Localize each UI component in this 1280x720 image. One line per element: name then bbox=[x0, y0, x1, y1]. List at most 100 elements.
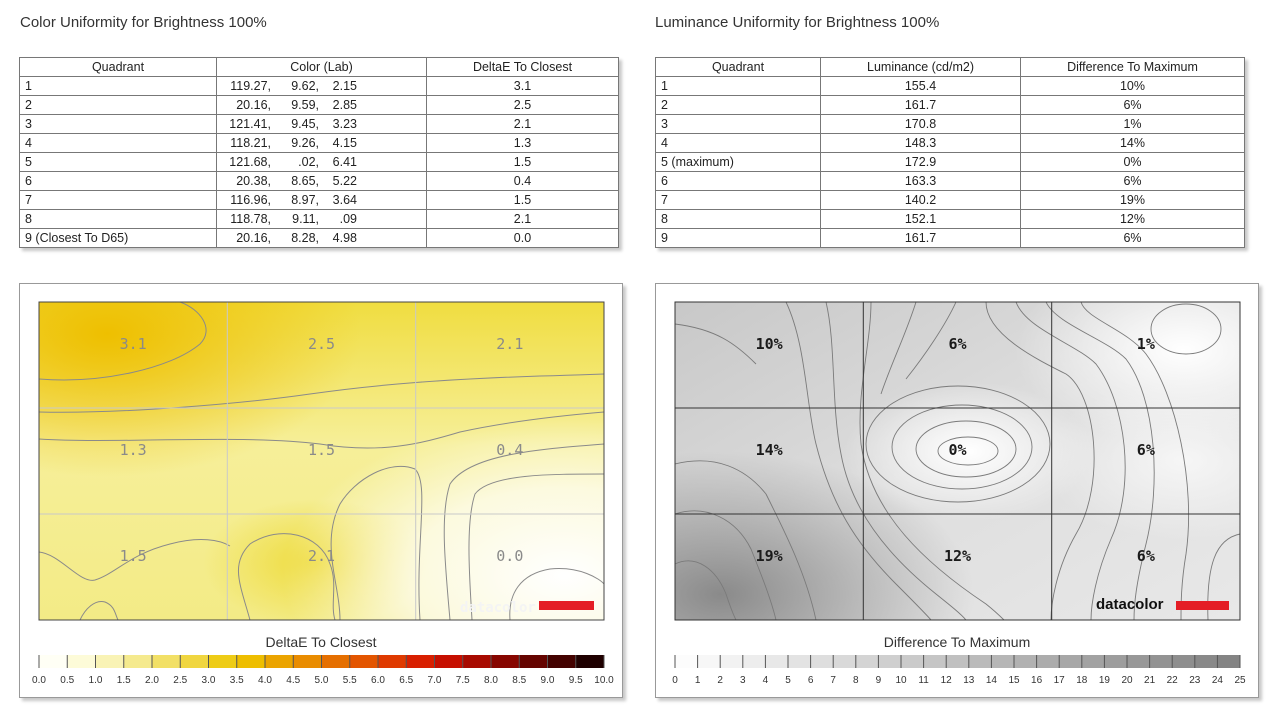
scale-swatch bbox=[675, 655, 699, 668]
luminance-cell: 170.8 bbox=[820, 114, 1021, 134]
quadrant-cell: 8 bbox=[19, 209, 217, 229]
lab-component: 5.22 bbox=[332, 174, 357, 188]
difference-cell: 0% bbox=[1020, 152, 1245, 172]
contour-line bbox=[443, 443, 604, 620]
table-row: 2 161.7 6% bbox=[655, 95, 1245, 115]
scale-tick-label: 1.0 bbox=[89, 675, 103, 686]
scale-swatch bbox=[1036, 655, 1060, 668]
scale-swatch bbox=[1194, 655, 1218, 668]
table-row: 8 118.78, 9.11, .09 2.1 bbox=[19, 209, 619, 229]
quadrant-cell: 3 bbox=[19, 114, 217, 134]
cell-value-label: 2.1 bbox=[308, 547, 335, 565]
quadrant-cell: 1 bbox=[19, 76, 217, 96]
contour-line bbox=[825, 302, 967, 620]
scale-tick-label: 7 bbox=[830, 675, 836, 686]
quadrant-cell: 4 bbox=[19, 133, 217, 153]
lab-component: 3.23 bbox=[332, 117, 357, 131]
scale-swatch bbox=[1149, 655, 1173, 668]
scale-swatch bbox=[923, 655, 947, 668]
table-header-row: Quadrant Color (Lab) DeltaE To Closest bbox=[19, 57, 619, 77]
luminance-cell: 161.7 bbox=[820, 228, 1021, 248]
luminance-plot-border bbox=[674, 301, 1241, 621]
scale-tick-label: 23 bbox=[1189, 675, 1201, 686]
quadrant-cell: 7 bbox=[655, 190, 821, 210]
deltae-scale-title: DeltaE To Closest bbox=[265, 634, 376, 650]
quadrant-cell: 2 bbox=[655, 95, 821, 115]
luminance-uniformity-title: Luminance Uniformity for Brightness 100% bbox=[655, 14, 940, 31]
deltae-heatmap-panel: 3.1 2.5 2.1 1.3 1.5 0.4 1.5 2.1 0.0 datacolor De… bbox=[19, 283, 623, 698]
table-header-row: Quadrant Luminance (cd/m2) Difference To… bbox=[655, 57, 1245, 77]
luminance-bright-region bbox=[675, 302, 1240, 620]
column-header-deltae: DeltaE To Closest bbox=[426, 57, 619, 77]
scale-swatch bbox=[878, 655, 902, 668]
scale-swatch bbox=[123, 655, 153, 668]
luminance-scale-title: Difference To Maximum bbox=[884, 634, 1031, 650]
scale-swatch bbox=[810, 655, 834, 668]
scale-swatch bbox=[434, 655, 464, 668]
lab-component: .02, bbox=[298, 155, 319, 169]
quadrant-cell: 7 bbox=[19, 190, 217, 210]
luminance-grey-scale: 0 1 2 3 4 5 6 7 8 9 10 11 12 13 14 15 16 17 18 19 20 21 22 23 24… bbox=[672, 655, 1246, 686]
cell-value-label: 6% bbox=[948, 335, 966, 353]
table-row: 1 155.4 10% bbox=[655, 76, 1245, 96]
table-row: 4 118.21, 9.26, 4.15 1.3 bbox=[19, 133, 619, 153]
scale-tick-label: 0.0 bbox=[32, 675, 46, 686]
lab-component: 20.38, bbox=[236, 174, 271, 188]
deltae-plot-border bbox=[38, 301, 605, 621]
difference-cell: 6% bbox=[1020, 228, 1245, 248]
luminance-grid bbox=[675, 302, 1240, 620]
deltae-cell: 2.1 bbox=[426, 114, 619, 134]
column-header-color-lab: Color (Lab) bbox=[216, 57, 427, 77]
lab-component: 8.65, bbox=[291, 174, 319, 188]
scale-swatch bbox=[406, 655, 435, 668]
lab-component: 9.59, bbox=[291, 98, 319, 112]
scale-tick-label: 4 bbox=[763, 675, 769, 686]
table-row: 7 140.2 19% bbox=[655, 190, 1245, 210]
scale-tick-label: 2.5 bbox=[173, 675, 187, 686]
contour-line bbox=[785, 302, 932, 620]
column-header-difference: Difference To Maximum bbox=[1020, 57, 1245, 77]
scale-tick-label: 9 bbox=[876, 675, 882, 686]
scale-swatch bbox=[1081, 655, 1105, 668]
scale-swatch bbox=[180, 655, 209, 668]
cell-value-label: 12% bbox=[944, 547, 971, 565]
scale-tick-label: 12 bbox=[941, 675, 953, 686]
scale-tick-label: 4.0 bbox=[258, 675, 272, 686]
scale-tick-label: 4.5 bbox=[286, 675, 300, 686]
scale-tick-label: 21 bbox=[1144, 675, 1156, 686]
lab-component: 20.16, bbox=[236, 231, 271, 245]
luminance-cell: 163.3 bbox=[820, 171, 1021, 191]
lab-component: 6.41 bbox=[332, 155, 357, 169]
scale-swatch bbox=[491, 655, 520, 668]
scale-swatch bbox=[152, 655, 181, 668]
contour-line bbox=[880, 302, 917, 395]
scale-tick-label: 10.0 bbox=[594, 675, 614, 686]
scale-swatch bbox=[788, 655, 812, 668]
datacolor-logo-text: datacolor bbox=[1096, 596, 1164, 613]
table-row: 1 119.27, 9.62, 2.15 3.1 bbox=[19, 76, 619, 96]
scale-swatch bbox=[39, 655, 68, 668]
table-row: 7 116.96, 8.97, 3.64 1.5 bbox=[19, 190, 619, 210]
scale-tick-label: 24 bbox=[1212, 675, 1224, 686]
table-row: 4 148.3 14% bbox=[655, 133, 1245, 153]
scale-tick-label: 1.5 bbox=[117, 675, 131, 686]
quadrant-cell: 9 bbox=[655, 228, 821, 248]
scale-swatch bbox=[265, 655, 294, 668]
scale-swatch bbox=[833, 655, 857, 668]
scale-tick-label: 7.0 bbox=[428, 675, 442, 686]
scale-swatch bbox=[378, 655, 407, 668]
scale-swatch bbox=[321, 655, 351, 668]
deltae-cell-labels: 3.1 2.5 2.1 1.3 1.5 0.4 1.5 2.1 0.0 bbox=[120, 335, 524, 565]
contour-line bbox=[1150, 303, 1222, 355]
scale-swatch bbox=[1059, 655, 1083, 668]
table-row: 3 170.8 1% bbox=[655, 114, 1245, 134]
luminance-contours bbox=[675, 302, 1240, 620]
deltae-cell: 2.1 bbox=[426, 209, 619, 229]
deltae-heatmap-svg: 3.1 2.5 2.1 1.3 1.5 0.4 1.5 2.1 0.0 datacolor De… bbox=[32, 301, 614, 686]
scale-tick-label: 3 bbox=[740, 675, 746, 686]
contour-line bbox=[891, 404, 1033, 490]
cell-value-label: 3.1 bbox=[120, 335, 147, 353]
quadrant-cell: 5 bbox=[19, 152, 217, 172]
scale-tick-label: 1 bbox=[695, 675, 701, 686]
contour-line bbox=[675, 460, 817, 620]
